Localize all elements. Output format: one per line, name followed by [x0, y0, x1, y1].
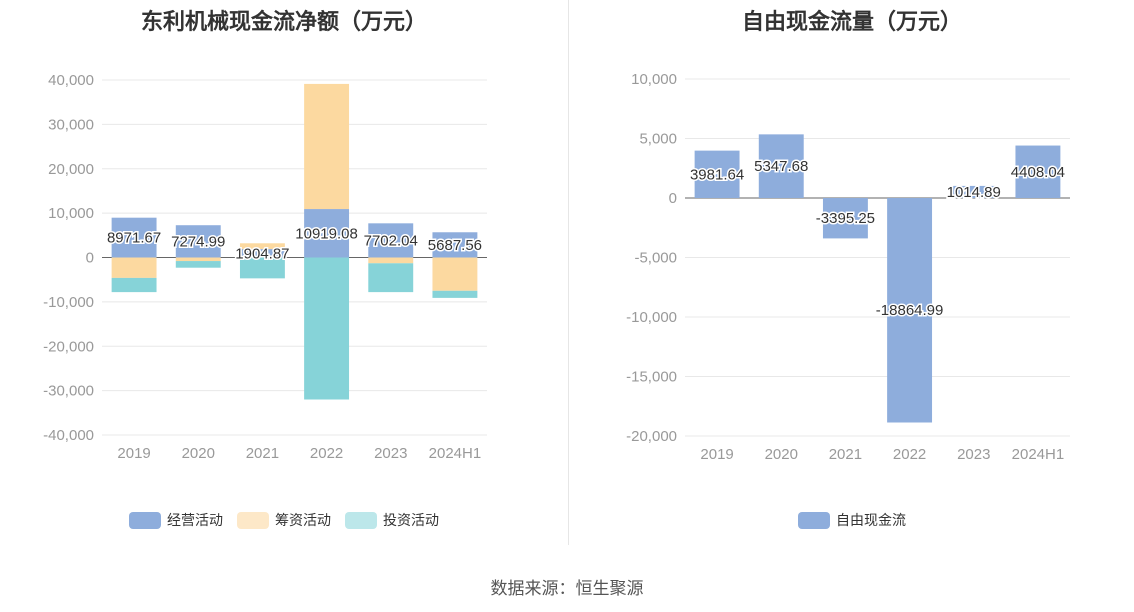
- bar-financing: [432, 257, 478, 291]
- y-tick-label: -10,000: [43, 294, 94, 311]
- y-tick-label: 40,000: [48, 72, 94, 89]
- bar-financing: [175, 257, 221, 262]
- data-label: 8971.67: [107, 230, 161, 247]
- legend-label-financing: 筹资活动: [275, 512, 331, 528]
- cash-flow-net-chart: 40,000 30,000 20,000 10,000 0 -10,000 -20,000 -…: [43, 72, 487, 462]
- x-tick-label: 2022: [310, 445, 343, 462]
- data-label: -3395.25: [816, 210, 875, 227]
- bar-financing: [111, 257, 157, 278]
- y-tick-label: 10,000: [48, 205, 94, 222]
- x-tick-label: 2024H1: [1012, 446, 1065, 463]
- y-tick-label: -30,000: [43, 383, 94, 400]
- data-source-note: 数据来源：恒生聚源: [490, 579, 644, 599]
- left-chart-title: 东利机械现金流净额（万元）: [140, 10, 427, 35]
- data-label: 1014.89: [947, 184, 1001, 201]
- x-tick-label: 2023: [374, 445, 407, 462]
- legend-item-investing[interactable]: 投资活动: [345, 510, 439, 530]
- legend-item-operating[interactable]: 经营活动: [129, 510, 223, 530]
- y-tick-label: -5,000: [634, 250, 677, 267]
- bar-operating: [304, 209, 350, 258]
- x-tick-label: 2021: [246, 445, 279, 462]
- legend-item-financing[interactable]: 筹资活动: [237, 510, 331, 530]
- data-label: -18864.99: [876, 302, 944, 319]
- bar-investing: [432, 290, 478, 298]
- y-tick-label: 5,000: [639, 131, 677, 148]
- bar-free-cash-flow: [758, 134, 804, 198]
- y-tick-label: -15,000: [626, 369, 677, 386]
- legend-swatch-financing: [237, 511, 269, 529]
- y-tick-label: -40,000: [43, 427, 94, 444]
- data-label: 7702.04: [364, 232, 418, 249]
- bar-investing: [304, 257, 350, 400]
- data-label: 5687.56: [428, 237, 482, 254]
- bar-operating: [368, 223, 414, 258]
- legend-swatch-investing: [345, 511, 377, 529]
- data-label: 7274.99: [171, 233, 225, 250]
- y-tick-label: 0: [669, 190, 677, 207]
- left-legend: 经营活动 筹资活动 投资活动: [0, 510, 568, 530]
- x-tick-label: 2024H1: [429, 445, 482, 462]
- x-tick-label: 2019: [117, 445, 150, 462]
- cash-flow-net-panel: 东利机械现金流净额（万元） 40,000 30,000 20,000 10,000 0 -…: [0, 0, 568, 545]
- x-tick-label: 2023: [957, 446, 990, 463]
- y-tick-label: -20,000: [626, 428, 677, 445]
- bar-investing: [368, 263, 414, 293]
- bar-financing: [239, 243, 285, 250]
- panel-divider: [568, 0, 569, 545]
- data-label: 1904.87: [235, 245, 289, 262]
- bar-operating: [111, 217, 157, 258]
- x-tick-label: 2022: [893, 446, 926, 463]
- bar-operating: [239, 249, 285, 258]
- y-tick-label: -20,000: [43, 338, 94, 355]
- x-tick-label: 2020: [182, 445, 215, 462]
- bar-free-cash-flow: [822, 198, 868, 239]
- legend-swatch-operating: [129, 511, 161, 529]
- data-label: 10919.08: [295, 225, 358, 242]
- bar-free-cash-flow: [887, 198, 933, 423]
- bar-financing: [304, 83, 350, 210]
- y-tick-label: -10,000: [626, 309, 677, 326]
- x-tick-label: 2021: [829, 446, 862, 463]
- bar-investing: [175, 261, 221, 268]
- legend-label-free-cash-flow: 自由现金流: [836, 512, 906, 528]
- y-tick-label: 10,000: [631, 71, 677, 88]
- bar-investing: [239, 257, 285, 279]
- bar-operating: [175, 225, 221, 258]
- right-chart-title: 自由现金流量（万元）: [741, 10, 962, 35]
- bar-financing: [368, 257, 414, 264]
- legend-item-free-cash-flow[interactable]: 自由现金流: [798, 510, 906, 530]
- legend-swatch-free-cash-flow: [798, 511, 830, 529]
- x-tick-label: 2020: [765, 446, 798, 463]
- x-tick-label: 2019: [700, 446, 733, 463]
- bar-free-cash-flow: [951, 185, 997, 198]
- y-tick-label: 0: [86, 250, 94, 267]
- data-label: 4408.04: [1011, 164, 1065, 181]
- bar-free-cash-flow: [1015, 145, 1061, 198]
- bar-investing: [111, 277, 157, 293]
- data-label: 3981.64: [690, 166, 744, 183]
- legend-label-investing: 投资活动: [383, 512, 439, 528]
- data-label: 5347.68: [754, 158, 808, 175]
- right-legend: 自由现金流: [570, 510, 1134, 530]
- legend-label-operating: 经营活动: [167, 512, 223, 528]
- bar-free-cash-flow: [694, 150, 740, 198]
- free-cash-flow-panel: 自由现金流量（万元） 10,000 5,000 0 -5,000 -10,000 -15,…: [570, 0, 1134, 545]
- free-cash-flow-chart: 10,000 5,000 0 -5,000 -10,000 -15,000 -20,000 2…: [626, 71, 1070, 463]
- bar-operating: [432, 232, 478, 258]
- y-tick-label: 20,000: [48, 161, 94, 178]
- y-tick-label: 30,000: [48, 116, 94, 133]
